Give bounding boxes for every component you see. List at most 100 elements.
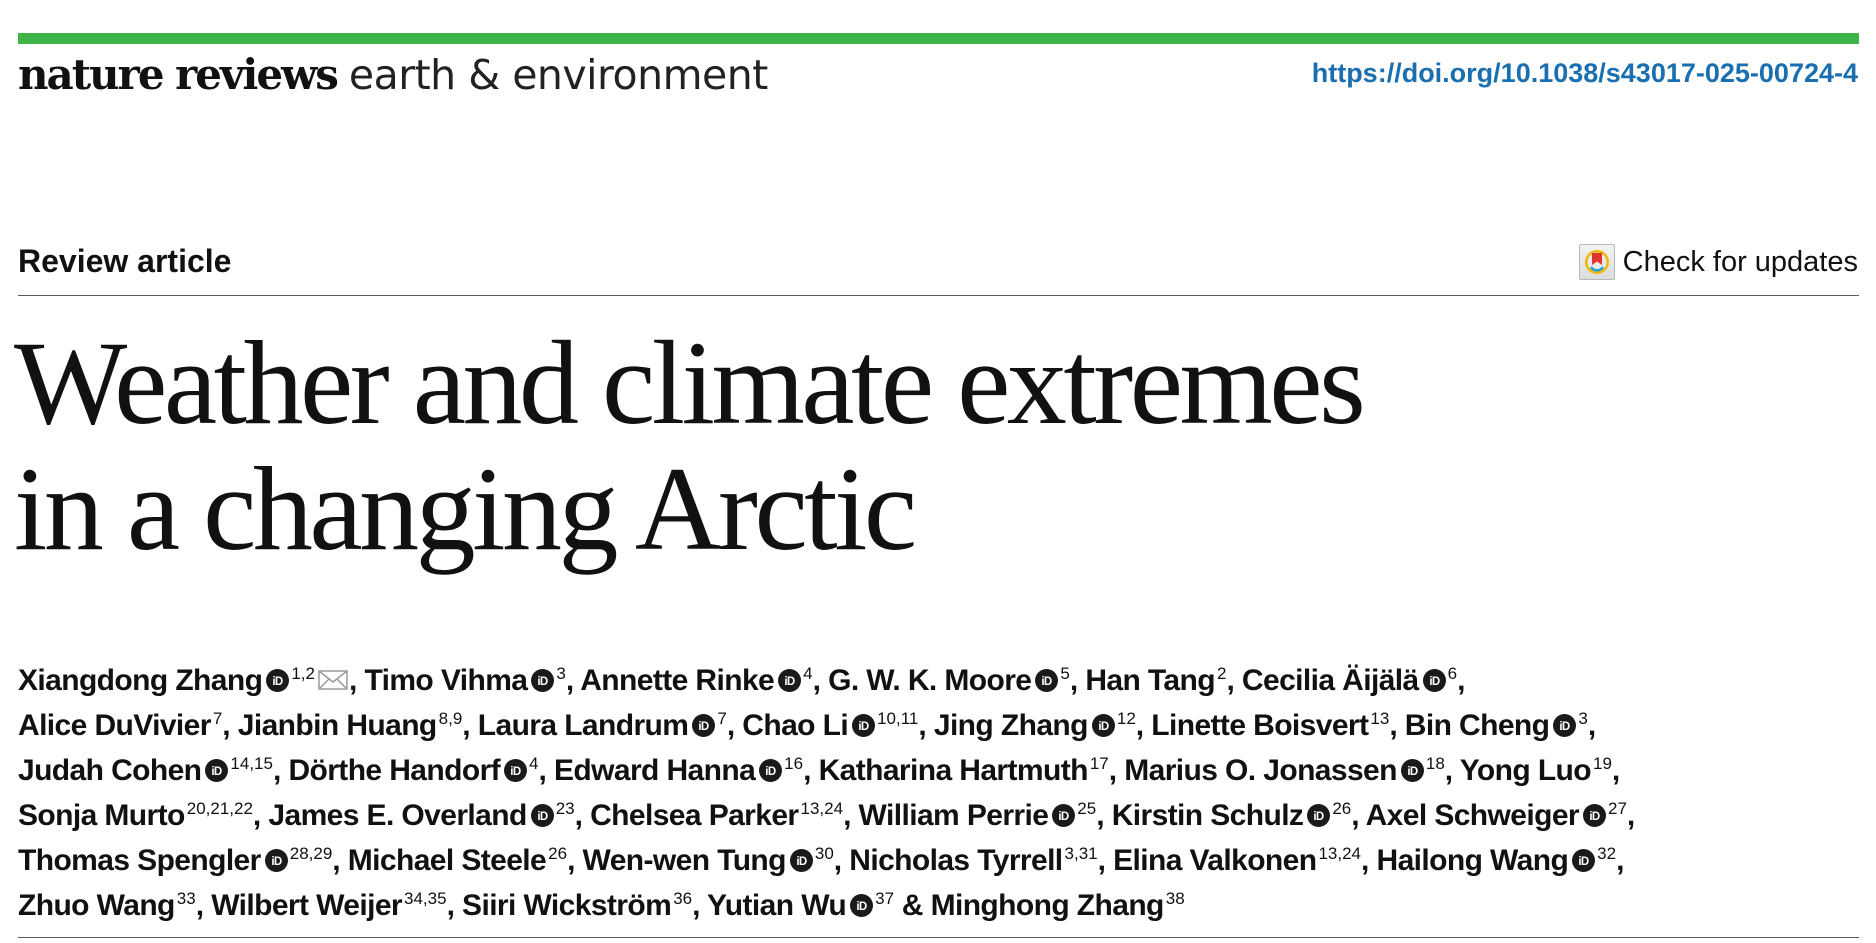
- affiliation-marker: 18: [1425, 754, 1445, 773]
- affiliation-marker: 1,2: [291, 664, 315, 683]
- author-name[interactable]: Nicholas Tyrrell: [849, 844, 1063, 877]
- orcid-icon[interactable]: iD: [530, 804, 554, 827]
- author-name[interactable]: Elina Valkonen: [1113, 844, 1317, 877]
- author-name[interactable]: Wilbert Weijer: [211, 889, 403, 922]
- author-name[interactable]: Linette Boisvert: [1151, 709, 1369, 742]
- author-name[interactable]: Marius O. Jonassen: [1124, 754, 1397, 787]
- author-entry: Katharina Hartmuth 17: [819, 754, 1109, 787]
- orcid-icon[interactable]: iD: [1035, 669, 1059, 692]
- orcid-icon[interactable]: iD: [1422, 669, 1446, 692]
- author-separator: ,: [272, 754, 289, 787]
- author-name[interactable]: Katharina Hartmuth: [818, 754, 1089, 787]
- author-name[interactable]: Judah Cohen: [18, 754, 202, 787]
- author-separator: ,: [1361, 844, 1377, 877]
- author-name[interactable]: Yong Luo: [1459, 754, 1592, 787]
- author-entry: Sonja Murto 20,21,22: [18, 799, 253, 832]
- author-name[interactable]: Chao Li: [742, 709, 849, 742]
- author-entry: Bin Cheng iD 3: [1405, 709, 1588, 742]
- affiliation-marker: 20,21,22: [186, 799, 253, 818]
- author-separator: ,: [1097, 844, 1114, 877]
- author-line: Thomas Spengler iD 28,29, Michael Steele 26…: [18, 838, 1863, 883]
- author-name[interactable]: Thomas Spengler: [18, 844, 261, 877]
- orcid-icon[interactable]: iD: [1572, 849, 1596, 872]
- doi-link[interactable]: https://doi.org/10.1038/s43017-025-00724…: [1311, 58, 1858, 88]
- author-name[interactable]: Alice DuVivier: [18, 709, 211, 742]
- author-entry: Han Tang 2: [1085, 664, 1226, 697]
- svg-text:iD: iD: [271, 856, 282, 868]
- affiliation-marker: 25: [1077, 799, 1097, 818]
- author-name[interactable]: Axel Schweiger: [1365, 799, 1580, 832]
- author-separator: ,: [332, 844, 348, 877]
- author-separator: ,: [1626, 799, 1635, 832]
- orcid-icon[interactable]: iD: [531, 669, 555, 692]
- author-name[interactable]: Cecilia Äijälä: [1241, 664, 1419, 697]
- check-for-updates-button[interactable]: Check for updates: [1578, 244, 1858, 280]
- author-separator: ,: [1351, 799, 1366, 832]
- orcid-icon[interactable]: iD: [264, 849, 288, 872]
- orcid-icon[interactable]: iD: [778, 669, 802, 692]
- orcid-icon[interactable]: iD: [852, 714, 876, 737]
- author-name[interactable]: Sonja Murto: [18, 799, 185, 832]
- author-name[interactable]: Timo Vihma: [364, 664, 528, 697]
- author-entry: Chelsea Parker 13,24: [590, 799, 843, 832]
- author-name[interactable]: Jianbin Huang: [237, 709, 437, 742]
- author-name[interactable]: Minghong Zhang: [930, 889, 1165, 922]
- svg-text:iD: iD: [1429, 676, 1440, 688]
- orcid-icon[interactable]: iD: [759, 759, 783, 782]
- author-separator: ,: [692, 889, 708, 922]
- author-line: Zhuo Wang 33, Wilbert Weijer 34,35, Siiri …: [18, 883, 1863, 928]
- svg-text:iD: iD: [1314, 811, 1325, 823]
- author-name[interactable]: Bin Cheng: [1404, 709, 1550, 742]
- svg-text:iD: iD: [510, 766, 521, 778]
- svg-text:iD: iD: [765, 766, 776, 778]
- svg-text:iD: iD: [273, 676, 284, 688]
- author-separator: ,: [195, 889, 212, 922]
- svg-text:iD: iD: [538, 676, 549, 688]
- orcid-icon[interactable]: iD: [266, 669, 290, 692]
- author-name[interactable]: Laura Landrum: [477, 709, 689, 742]
- author-name[interactable]: Kirstin Schulz: [1111, 799, 1304, 832]
- author-entry: Yong Luo 19: [1460, 754, 1612, 787]
- author-separator: ,: [1069, 664, 1086, 697]
- author-name[interactable]: Jing Zhang: [933, 709, 1089, 742]
- author-entry: Axel Schweiger iD 27: [1366, 799, 1627, 832]
- orcid-icon[interactable]: iD: [692, 714, 716, 737]
- author-name[interactable]: Edward Hanna: [553, 754, 756, 787]
- author-name[interactable]: Hailong Wang: [1376, 844, 1569, 877]
- author-name[interactable]: Annette Rinke: [580, 664, 775, 697]
- orcid-icon[interactable]: iD: [504, 759, 528, 782]
- affiliation-marker: 27: [1607, 799, 1627, 818]
- email-icon[interactable]: [317, 668, 349, 692]
- affiliation-marker: 10,11: [877, 709, 919, 728]
- author-entry: Siiri Wickström 36: [462, 889, 692, 922]
- author-name[interactable]: Yutian Wu: [707, 889, 847, 922]
- author-entry: Xiangdong Zhang iD 1,2: [18, 664, 349, 697]
- orcid-icon[interactable]: iD: [1052, 804, 1076, 827]
- author-separator: ,: [252, 799, 269, 832]
- author-name[interactable]: Wen-wen Tung: [582, 844, 787, 877]
- orcid-icon[interactable]: iD: [1553, 714, 1577, 737]
- orcid-icon[interactable]: iD: [850, 894, 874, 917]
- orcid-icon[interactable]: iD: [1400, 759, 1424, 782]
- svg-text:iD: iD: [784, 676, 795, 688]
- author-name[interactable]: James E. Overland: [268, 799, 527, 832]
- orcid-icon[interactable]: iD: [1582, 804, 1606, 827]
- svg-text:iD: iD: [1042, 676, 1053, 688]
- orcid-icon[interactable]: iD: [789, 849, 813, 872]
- author-name[interactable]: Chelsea Parker: [590, 799, 799, 832]
- author-name[interactable]: Michael Steele: [347, 844, 547, 877]
- author-entry: Wen-wen Tung iD 30: [583, 844, 834, 877]
- author-name[interactable]: Dörthe Handorf: [288, 754, 501, 787]
- author-name[interactable]: William Perrie: [858, 799, 1049, 832]
- author-name[interactable]: Xiangdong Zhang: [18, 664, 263, 697]
- svg-text:iD: iD: [699, 721, 710, 733]
- orcid-icon[interactable]: iD: [1091, 714, 1115, 737]
- affiliation-marker: 30: [814, 844, 834, 863]
- author-name[interactable]: Zhuo Wang: [18, 889, 175, 922]
- orcid-icon[interactable]: iD: [1307, 804, 1331, 827]
- author-name[interactable]: G. W. K. Moore: [828, 664, 1032, 697]
- author-entry: Minghong Zhang 38: [931, 889, 1185, 922]
- orcid-icon[interactable]: iD: [205, 759, 229, 782]
- author-name[interactable]: Han Tang: [1085, 664, 1215, 697]
- author-name[interactable]: Siiri Wickström: [462, 889, 672, 922]
